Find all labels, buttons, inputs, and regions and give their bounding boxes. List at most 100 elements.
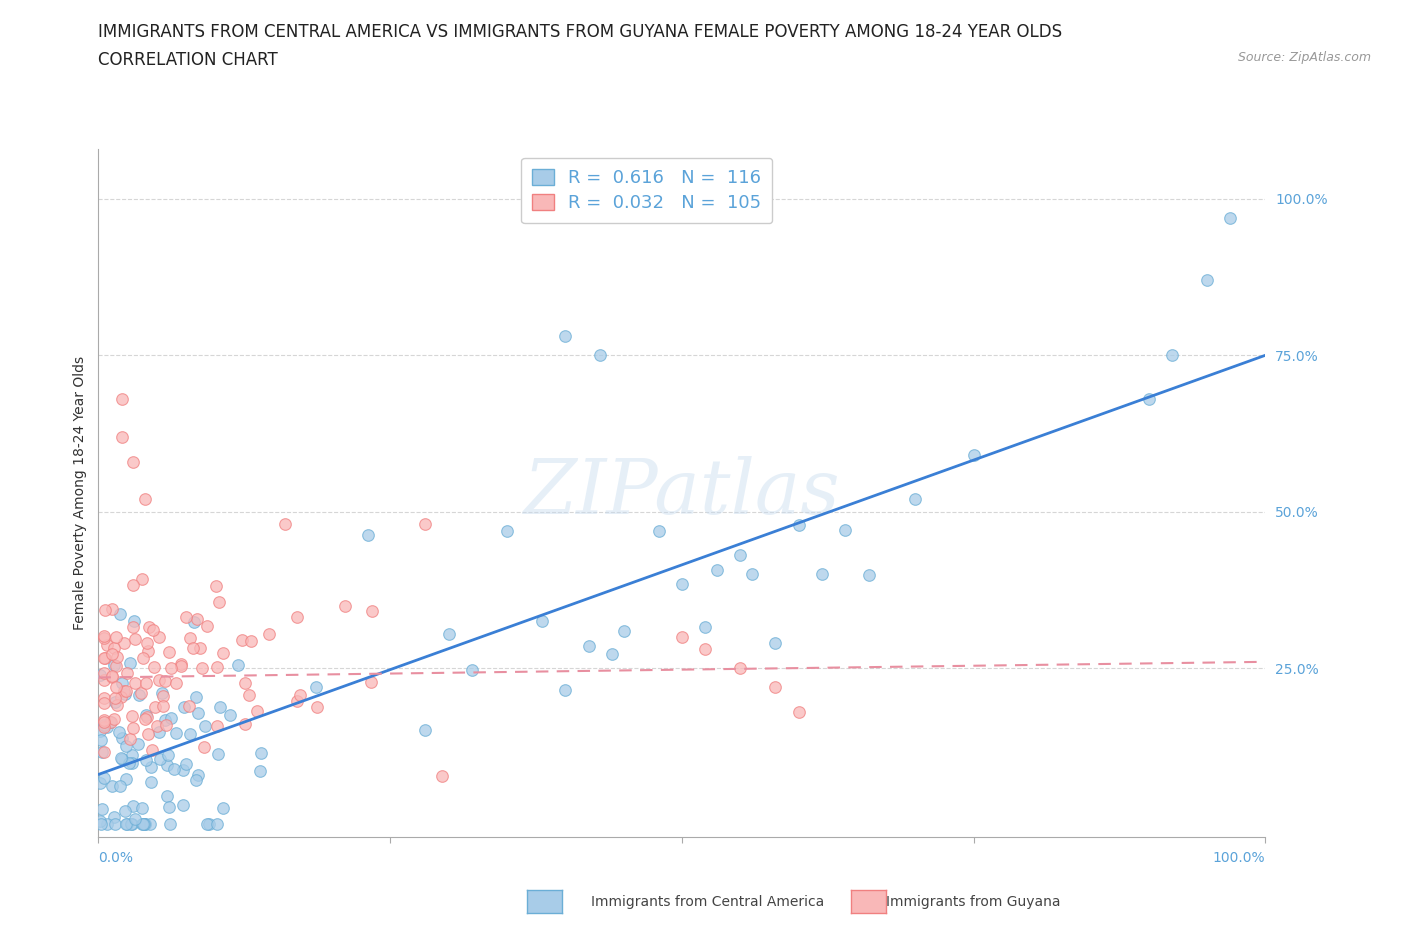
Point — [134, 492, 156, 507]
Point — [121, 721, 143, 736]
Point — [1195, 272, 1218, 287]
Point — [156, 758, 179, 773]
Point — [120, 732, 142, 747]
Point — [101, 670, 124, 684]
Point — [157, 800, 180, 815]
Point — [93, 770, 115, 785]
Point — [360, 675, 382, 690]
Point — [578, 638, 600, 653]
Point — [156, 789, 179, 804]
Point — [114, 772, 136, 787]
Point — [205, 817, 228, 832]
Point — [730, 660, 752, 675]
Point — [100, 714, 122, 729]
Point — [437, 626, 460, 641]
Point — [163, 762, 186, 777]
Point — [122, 799, 145, 814]
Point — [134, 711, 156, 726]
Point — [127, 737, 149, 751]
Point — [461, 662, 484, 677]
Point — [134, 817, 156, 832]
Point — [124, 812, 146, 827]
Point — [186, 611, 208, 626]
Point — [207, 595, 229, 610]
Point — [904, 492, 927, 507]
Point — [246, 704, 269, 719]
Point — [195, 817, 218, 832]
Point — [181, 640, 204, 655]
Point — [111, 751, 134, 766]
Point — [173, 700, 195, 715]
Point — [93, 744, 115, 759]
Point — [763, 680, 786, 695]
Point — [172, 763, 194, 777]
Point — [148, 630, 170, 644]
Point — [108, 778, 131, 793]
Point — [858, 567, 880, 582]
Point — [159, 817, 181, 832]
Point — [530, 613, 553, 628]
Point — [187, 706, 209, 721]
Text: 0.0%: 0.0% — [98, 851, 134, 865]
Point — [104, 690, 127, 705]
Point — [91, 802, 114, 817]
Point — [152, 698, 174, 713]
Point — [101, 778, 124, 793]
Point — [233, 716, 256, 731]
Point — [207, 659, 229, 674]
Point — [811, 566, 834, 581]
Point — [763, 635, 786, 650]
Point — [600, 647, 623, 662]
Point — [101, 647, 124, 662]
Point — [122, 454, 145, 469]
Point — [111, 429, 134, 444]
Point — [285, 694, 308, 709]
Point — [195, 618, 218, 633]
Point — [194, 718, 217, 733]
Point — [139, 774, 162, 789]
Point — [122, 619, 145, 634]
Point — [205, 718, 228, 733]
Point — [134, 817, 156, 832]
Point — [357, 528, 380, 543]
Point — [112, 636, 135, 651]
Point — [134, 817, 156, 832]
Point — [117, 666, 139, 681]
Point — [671, 630, 693, 644]
Point — [121, 748, 143, 763]
Point — [730, 547, 752, 562]
Point — [136, 644, 159, 658]
Legend: R =  0.616   N =  116, R =  0.032   N =  105: R = 0.616 N = 116, R = 0.032 N = 105 — [522, 158, 772, 223]
Point — [1219, 210, 1241, 225]
Point — [226, 658, 249, 672]
Point — [89, 724, 111, 738]
Y-axis label: Female Poverty Among 18-24 Year Olds: Female Poverty Among 18-24 Year Olds — [73, 356, 87, 630]
Point — [305, 699, 328, 714]
Point — [100, 602, 122, 617]
Point — [169, 657, 191, 671]
Point — [103, 712, 125, 727]
Point — [104, 630, 127, 644]
Point — [612, 623, 634, 638]
Point — [143, 699, 166, 714]
Point — [212, 646, 235, 661]
Point — [93, 629, 115, 644]
Point — [91, 744, 114, 759]
Point — [148, 672, 170, 687]
Point — [152, 688, 174, 703]
Point — [93, 650, 115, 665]
Point — [110, 751, 132, 765]
Point — [131, 801, 153, 816]
Point — [787, 704, 810, 719]
Point — [179, 727, 201, 742]
Point — [93, 714, 115, 729]
Point — [122, 614, 145, 629]
Point — [179, 631, 201, 645]
Point — [193, 739, 215, 754]
Point — [150, 685, 173, 700]
Point — [111, 676, 134, 691]
Point — [288, 687, 311, 702]
Point — [124, 676, 146, 691]
Point — [430, 769, 453, 784]
Point — [149, 751, 172, 766]
